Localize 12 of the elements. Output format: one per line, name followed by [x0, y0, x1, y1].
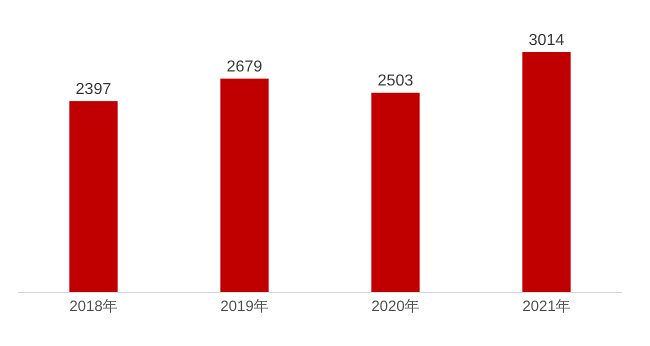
x-tick-label: 2018年: [69, 298, 118, 315]
x-tick-label: 2019年: [220, 298, 269, 315]
bar: [69, 101, 118, 292]
data-label: 2503: [378, 72, 414, 90]
data-label: 2679: [226, 58, 262, 76]
bar: [371, 92, 420, 292]
x-tick-label: 2020年: [371, 298, 420, 315]
data-label: 3014: [528, 32, 564, 49]
bar: [220, 78, 269, 292]
data-label: 2397: [76, 81, 112, 98]
x-tick-label: 2021年: [522, 298, 571, 315]
bar: [522, 52, 571, 292]
